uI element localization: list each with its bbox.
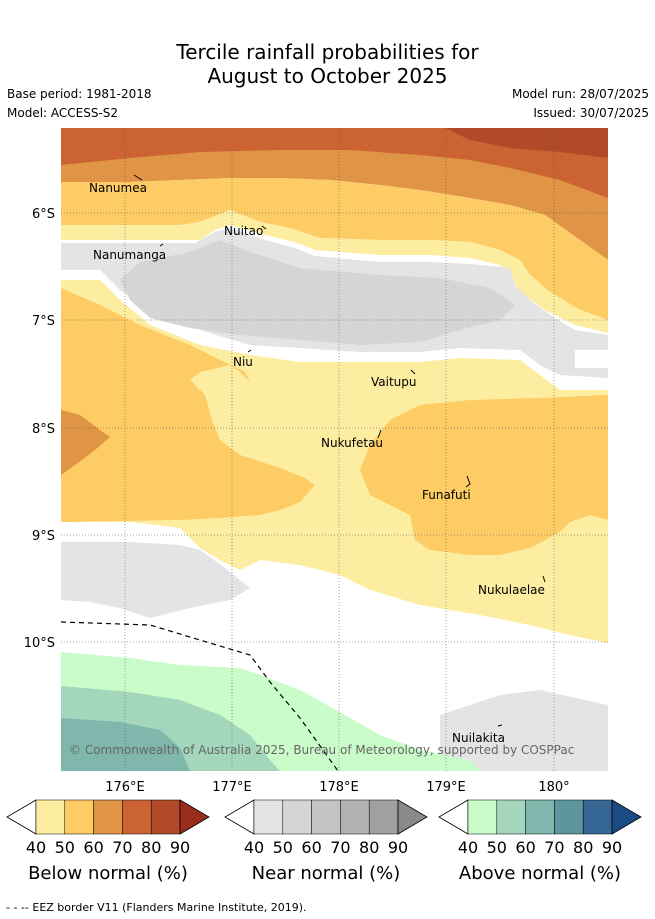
colorbar-legends: 40 50 60 70 80 90 Below normal (%) 40 50 60 70 80 90…: [6, 799, 642, 884]
colorbar-swatch: [582, 799, 613, 835]
below-60-patch-west: [61, 410, 110, 475]
colorbar-tick: 70: [544, 838, 564, 857]
colorbar-tick: 90: [170, 838, 190, 857]
near-40-sliver: [590, 368, 608, 375]
issued-date: Issued: 30/07/2025: [533, 106, 649, 120]
colorbar-tick: 70: [112, 838, 132, 857]
colorbar-tick: 70: [330, 838, 350, 857]
lon-label-180: 180°: [538, 780, 569, 795]
colorbar-tick: 80: [359, 838, 379, 857]
colorbar-title: Above normal (%): [459, 863, 621, 884]
colorbar-tick: 90: [388, 838, 408, 857]
colorbar-under-arrow: [438, 799, 469, 835]
colorbar-tick: 50: [487, 838, 507, 857]
model-name: Model: ACCESS-S2: [7, 106, 119, 120]
colorbar-over-arrow: [611, 799, 642, 835]
place-vaitupu: Vaitupu: [371, 375, 417, 389]
colorbar-over-arrow: [397, 799, 428, 835]
colorbar-swatch: [340, 799, 370, 835]
colorbar-swatch: [525, 799, 555, 835]
above-60-zone: [61, 718, 190, 771]
colorbar-over-arrow: [179, 799, 210, 835]
lon-label-177e: 177°E: [212, 780, 252, 795]
colorbar-0: 40 50 60 70 80 90 Below normal (%): [6, 799, 210, 884]
place-funafuti: Funafuti: [422, 488, 471, 502]
place-nukufetau: Nukufetau: [321, 436, 383, 450]
colorbar-swatch: [496, 799, 526, 835]
colorbar-tick: 40: [458, 838, 478, 857]
near-50-zone-north: [120, 240, 515, 345]
title-line-1: Tercile rainfall probabilities for: [176, 40, 479, 64]
probability-fields: [61, 128, 608, 771]
colorbar-under-arrow: [6, 799, 37, 835]
lat-label-7s: 7°S: [32, 314, 55, 329]
colorbar-swatch: [467, 799, 498, 835]
place-nuilakita: Nuilakita: [452, 731, 505, 745]
colorbar-title: Below normal (%): [28, 863, 188, 884]
colorbar-tick: 60: [515, 838, 535, 857]
lat-label-9s: 9°S: [32, 529, 55, 544]
colorbar-tick: 50: [273, 838, 293, 857]
model-run: Model run: 28/07/2025: [511, 87, 649, 101]
eez-border: [61, 621, 339, 771]
colorbar-under-arrow: [224, 799, 255, 835]
near-40-zone-southeast: [440, 690, 608, 771]
place-nuitao: Nuitao: [224, 224, 263, 238]
copyright-notice: © Commonwealth of Australia 2025, Bureau…: [69, 743, 574, 757]
colorbar-title: Near normal (%): [252, 863, 401, 884]
colorbar-swatch: [122, 799, 152, 835]
colorbar-tick: 90: [602, 838, 622, 857]
colorbar-swatch: [311, 799, 341, 835]
below-50-zone-east: [360, 395, 608, 555]
island-markers: [133, 174, 546, 727]
place-niu: Niu: [233, 355, 253, 369]
colorbar-swatch: [150, 799, 181, 835]
colorbar-tick: 50: [55, 838, 75, 857]
colorbar-swatch: [554, 799, 584, 835]
place-nanumanga: Nanumanga: [93, 248, 166, 262]
colorbar-tick: 80: [141, 838, 161, 857]
lat-label-8s: 8°S: [32, 422, 55, 437]
colorbar-tick: 60: [301, 838, 321, 857]
colorbar-2: 40 50 60 70 80 90 Above normal (%): [438, 799, 642, 884]
lat-label-6s: 6°S: [32, 207, 55, 222]
below-70-band: [61, 128, 608, 198]
below-80-band: [445, 128, 608, 158]
colorbar-tick: 60: [83, 838, 103, 857]
lon-label-176e: 176°E: [105, 780, 145, 795]
near-40-zone-south: [61, 542, 250, 618]
colorbar-tick: 80: [573, 838, 593, 857]
title-line-2: August to October 2025: [207, 64, 448, 88]
place-nukulaelae: Nukulaelae: [478, 583, 545, 597]
colorbar-swatch: [368, 799, 399, 835]
graticule: [61, 128, 608, 771]
lon-label-179e: 179°E: [426, 780, 466, 795]
colorbar-swatch: [64, 799, 94, 835]
colorbar-swatch: [282, 799, 312, 835]
lon-label-178e: 178°E: [319, 780, 359, 795]
base-period: Base period: 1981-2018: [7, 87, 152, 101]
below-50-zone-mid: [61, 288, 315, 522]
colorbar-swatch: [35, 799, 66, 835]
lat-label-10s: 10°S: [24, 636, 55, 651]
below-60-band: [61, 128, 608, 260]
place-nanumea: Nanumea: [89, 181, 147, 195]
colorbar-1: 40 50 60 70 80 90 Near normal (%): [224, 799, 428, 884]
eez-footnote: - - -- EEZ border V11 (Flanders Marine I…: [6, 901, 307, 914]
colorbar-swatch: [93, 799, 123, 835]
colorbar-tick: 40: [26, 838, 46, 857]
colorbar-tick: 40: [244, 838, 264, 857]
below-50-band-north: [61, 178, 608, 320]
colorbar-swatch: [253, 799, 284, 835]
